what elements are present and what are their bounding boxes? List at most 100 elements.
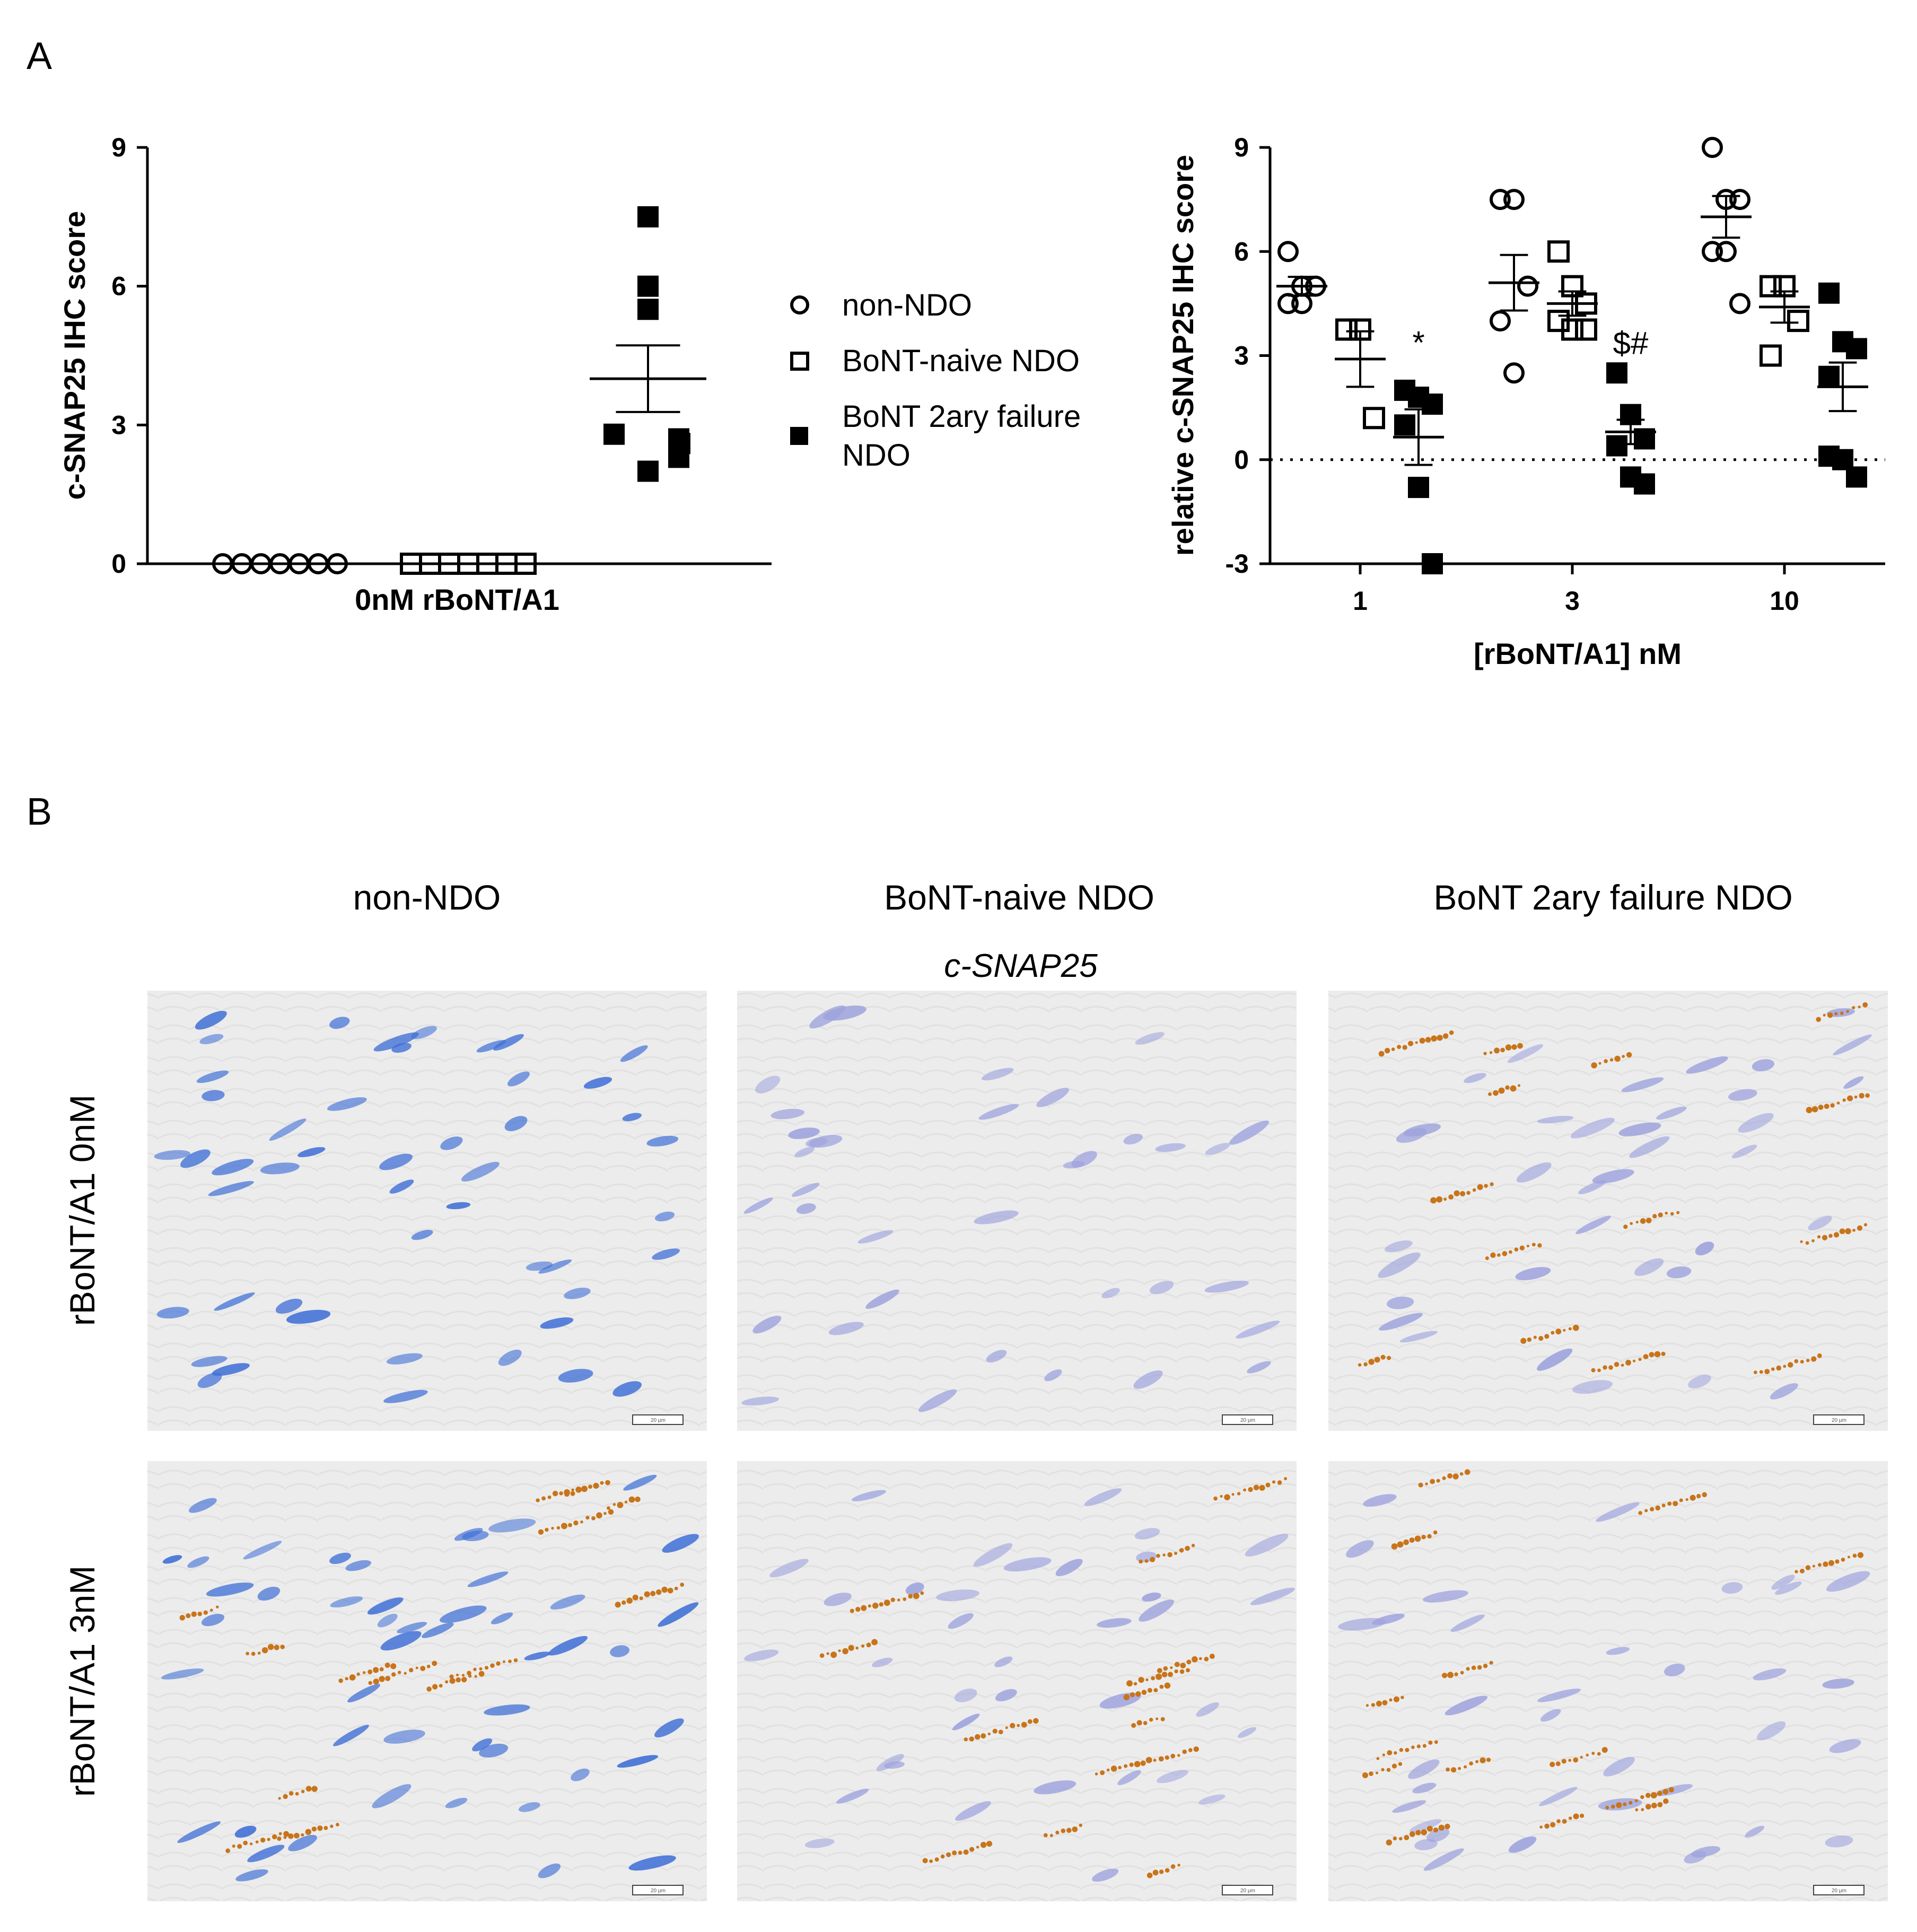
c-snap25-puncta	[1186, 1659, 1192, 1665]
nucleus	[329, 1552, 351, 1564]
c-snap25-puncta	[1505, 1085, 1510, 1090]
data-point-open-square	[1547, 240, 1570, 263]
c-snap25-puncta	[1670, 1212, 1674, 1216]
c-snap25-puncta	[561, 1523, 567, 1529]
c-snap25-puncta	[1434, 1740, 1438, 1744]
c-snap25-puncta	[1358, 1363, 1362, 1367]
left-y-tick-label: 3	[111, 410, 126, 440]
left-y-tick-label: 9	[111, 133, 126, 162]
c-snap25-puncta	[981, 1733, 986, 1739]
c-snap25-puncta	[855, 1646, 859, 1650]
c-snap25-puncta	[1800, 1360, 1804, 1364]
legend-item-non-ndo: non-NDO	[790, 288, 972, 322]
c-snap25-puncta	[1365, 1704, 1369, 1707]
c-snap25-puncta	[1418, 1482, 1423, 1488]
c-snap25-puncta	[1133, 1682, 1137, 1686]
c-snap25-puncta	[1847, 1555, 1850, 1559]
nucleus	[373, 1032, 419, 1052]
c-snap25-puncta	[1839, 1228, 1845, 1235]
c-snap25-puncta	[398, 1671, 401, 1674]
scale-bar	[632, 1414, 684, 1425]
c-snap25-puncta	[1800, 1240, 1803, 1243]
c-snap25-puncta	[1135, 1691, 1141, 1697]
c-snap25-puncta	[1375, 1771, 1379, 1774]
nucleus	[386, 1353, 423, 1365]
c-snap25-puncta	[1471, 1665, 1476, 1671]
nucleus	[1770, 1383, 1798, 1400]
micrograph-1-1: 20 μm	[737, 1461, 1297, 1901]
c-snap25-puncta	[490, 1663, 495, 1668]
data-point-open-circle	[1490, 310, 1511, 332]
c-snap25-puncta	[632, 1594, 638, 1601]
c-snap25-puncta	[556, 1526, 561, 1530]
c-snap25-puncta	[1811, 1356, 1817, 1362]
data-point-filled-square	[1846, 466, 1867, 488]
c-snap25-puncta	[1118, 1765, 1122, 1770]
c-snap25-puncta	[1043, 1833, 1048, 1838]
nucleus	[1537, 1689, 1581, 1702]
nucleus	[564, 1288, 591, 1299]
c-snap25-puncta	[1402, 1045, 1407, 1050]
c-snap25-puncta	[1382, 1700, 1388, 1706]
c-snap25-puncta	[1374, 1357, 1380, 1363]
c-snap25-puncta	[1603, 1365, 1607, 1370]
nucleus	[1139, 1599, 1174, 1622]
c-snap25-puncta	[1394, 1751, 1397, 1755]
right-x-tick-label: 3	[1565, 586, 1580, 616]
nucleus	[504, 1116, 528, 1131]
tissue-texture	[147, 1461, 707, 1901]
c-snap25-puncta	[1511, 1044, 1517, 1050]
micrograph-0-0: 20 μm	[147, 991, 707, 1431]
c-snap25-puncta	[1477, 1184, 1483, 1190]
c-snap25-puncta	[1650, 1507, 1655, 1511]
scale-bar-label: 20 μm	[1240, 1418, 1255, 1423]
c-snap25-puncta	[1231, 1493, 1235, 1496]
c-snap25-puncta	[969, 1847, 975, 1852]
nucleus	[1378, 1252, 1421, 1278]
open-circle-icon	[790, 295, 809, 314]
c-snap25-puncta	[1144, 1559, 1149, 1563]
nucleus	[247, 1844, 285, 1863]
row-header-0nm: rBoNT/A1 0nM	[63, 1095, 102, 1326]
c-snap25-puncta	[415, 1666, 418, 1669]
c-snap25-puncta	[1490, 1182, 1494, 1186]
c-snap25-puncta	[1823, 1561, 1828, 1567]
c-snap25-puncta	[1436, 1196, 1443, 1203]
data-point-open-circle	[1517, 275, 1538, 297]
nucleus	[741, 1396, 779, 1406]
nucleus	[1686, 1056, 1728, 1074]
c-snap25-puncta	[585, 1516, 590, 1520]
nucleus	[1771, 1575, 1795, 1590]
nucleus	[558, 1369, 593, 1383]
nucleus	[526, 1261, 553, 1271]
nucleus	[286, 1309, 331, 1324]
nucleus	[377, 1613, 398, 1628]
c-snap25-puncta	[305, 1786, 312, 1792]
nucleus	[1572, 1380, 1613, 1394]
c-snap25-puncta	[1126, 1680, 1133, 1687]
nucleus	[1738, 1113, 1774, 1133]
c-snap25-puncta	[1010, 1723, 1016, 1729]
nucleus	[1386, 1296, 1414, 1309]
nucleus	[952, 1714, 980, 1730]
c-snap25-puncta	[373, 1679, 379, 1685]
nucleus	[1422, 1590, 1468, 1603]
nucleus	[905, 1583, 924, 1595]
c-snap25-puncta	[1676, 1211, 1680, 1214]
c-snap25-puncta	[1170, 1753, 1176, 1759]
c-snap25-puncta	[1799, 1568, 1805, 1573]
c-snap25-puncta	[1805, 1241, 1809, 1245]
c-snap25-puncta	[1397, 1541, 1404, 1548]
c-snap25-puncta	[1272, 1480, 1276, 1484]
c-snap25-puncta	[1415, 1830, 1421, 1835]
c-snap25-puncta	[1830, 1103, 1835, 1108]
c-snap25-puncta	[1162, 1553, 1166, 1557]
c-snap25-puncta	[379, 1676, 385, 1682]
c-snap25-puncta	[496, 1661, 501, 1666]
c-snap25-puncta	[1556, 1819, 1561, 1823]
c-snap25-puncta	[1490, 1252, 1496, 1258]
c-snap25-puncta	[1550, 1761, 1555, 1768]
right-y-axis-title: relative c-SNAP25 IHC score	[1166, 155, 1200, 556]
c-snap25-puncta	[1466, 1191, 1470, 1195]
nucleus	[918, 1389, 957, 1412]
